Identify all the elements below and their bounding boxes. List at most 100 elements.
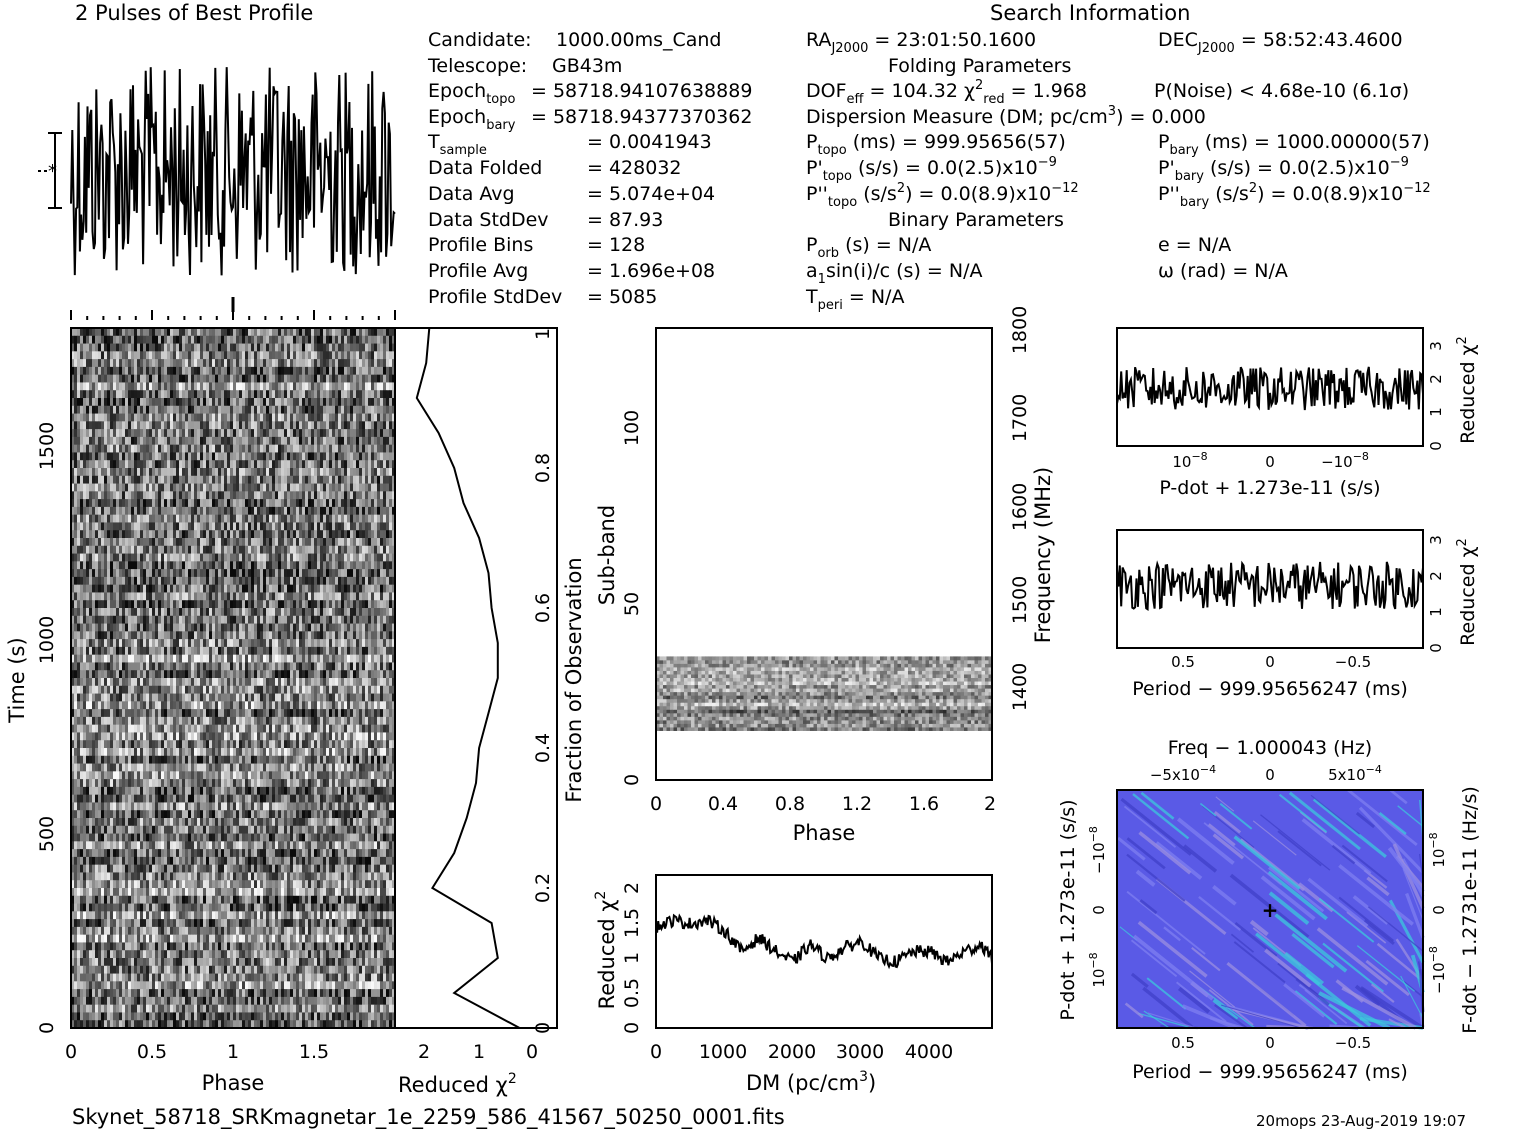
time-phase-cell bbox=[116, 413, 120, 422]
time-phase-cell bbox=[275, 538, 279, 547]
time-phase-cell bbox=[272, 514, 276, 523]
time-phase-cell bbox=[215, 475, 219, 484]
time-phase-cell bbox=[215, 522, 219, 531]
time-phase-cell bbox=[275, 452, 279, 461]
time-phase-cell bbox=[347, 413, 351, 422]
time-phase-cell bbox=[143, 491, 147, 500]
time-phase-cell bbox=[197, 390, 201, 399]
time-phase-cell bbox=[296, 670, 300, 679]
time-phase-cell bbox=[86, 444, 90, 453]
time-phase-cell bbox=[167, 631, 171, 640]
time-phase-cell bbox=[101, 623, 105, 632]
time-phase-cell bbox=[386, 343, 390, 352]
time-phase-cell bbox=[245, 569, 249, 578]
time-phase-cell bbox=[170, 584, 174, 593]
time-phase-cell bbox=[386, 351, 390, 360]
time-phase-cell bbox=[140, 499, 144, 508]
time-phase-cell bbox=[251, 631, 255, 640]
time-phase-cell bbox=[269, 452, 273, 461]
time-phase-cell bbox=[365, 405, 369, 414]
time-phase-cell bbox=[392, 351, 396, 360]
time-phase-cell bbox=[74, 390, 78, 399]
time-phase-cell bbox=[383, 584, 387, 593]
time-phase-cell bbox=[155, 351, 159, 360]
time-phase-cell bbox=[86, 592, 90, 601]
time-phase-cell bbox=[149, 343, 153, 352]
time-phase-cell bbox=[110, 468, 114, 477]
time-phase-cell bbox=[344, 436, 348, 446]
time-phase-cell bbox=[314, 405, 318, 414]
time-phase-cell bbox=[284, 646, 288, 656]
time-phase-cell bbox=[380, 522, 384, 531]
time-phase-cell bbox=[359, 460, 363, 469]
time-phase-cell bbox=[281, 662, 285, 671]
time-phase-cell bbox=[80, 460, 84, 469]
time-phase-cell bbox=[359, 398, 363, 407]
time-phase-cell bbox=[158, 569, 162, 578]
time-phase-cell bbox=[170, 522, 174, 531]
time-phase-cell bbox=[386, 436, 390, 446]
time-phase-cell bbox=[170, 483, 174, 492]
time-phase-cell bbox=[278, 491, 282, 500]
time-phase-cell bbox=[230, 483, 234, 492]
time-phase-cell bbox=[302, 405, 306, 414]
time-phase-cell bbox=[287, 382, 291, 391]
time-phase-cell bbox=[92, 662, 96, 671]
time-phase-cell bbox=[362, 639, 366, 648]
time-phase-cell bbox=[221, 678, 225, 687]
time-phase-cell bbox=[80, 530, 84, 539]
time-phase-cell bbox=[86, 522, 90, 531]
time-phase-cell bbox=[233, 678, 237, 687]
time-phase-cell bbox=[80, 569, 84, 578]
time-phase-cell bbox=[170, 576, 174, 586]
time-phase-cell bbox=[176, 382, 180, 391]
time-phase-cell bbox=[95, 413, 99, 422]
time-phase-cell bbox=[338, 335, 342, 344]
time-phase-cell bbox=[161, 436, 165, 446]
time-phase-cell bbox=[107, 522, 111, 531]
time-phase-cell bbox=[152, 491, 156, 500]
time-phase-cell bbox=[125, 569, 129, 578]
time-phase-cell bbox=[197, 670, 201, 679]
time-phase-cell bbox=[143, 328, 147, 337]
time-phase-cell bbox=[371, 646, 375, 656]
time-phase-cell bbox=[335, 343, 339, 352]
time-phase-cell bbox=[329, 646, 333, 656]
time-phase-cell bbox=[281, 491, 285, 500]
time-phase-cell bbox=[383, 436, 387, 446]
time-phase-cell bbox=[380, 359, 384, 368]
time-phase-cell bbox=[209, 545, 213, 554]
time-phase-cell bbox=[389, 460, 393, 469]
time-phase-cell bbox=[74, 623, 78, 632]
time-phase-cell bbox=[122, 351, 126, 360]
time-phase-cell bbox=[197, 499, 201, 508]
time-phase-cell bbox=[101, 538, 105, 547]
time-phase-cell bbox=[287, 662, 291, 671]
time-phase-cell bbox=[74, 631, 78, 640]
time-phase-cell bbox=[128, 436, 132, 446]
time-phase-cell bbox=[371, 522, 375, 531]
time-phase-cell bbox=[269, 615, 273, 624]
time-phase-cell bbox=[335, 468, 339, 477]
time-phase-cell bbox=[107, 405, 111, 414]
time-phase-cell bbox=[299, 654, 303, 663]
time-phase-cell bbox=[77, 530, 81, 539]
time-phase-cell bbox=[335, 623, 339, 632]
time-phase-cell bbox=[206, 545, 210, 554]
time-phase-cell bbox=[182, 538, 186, 547]
time-phase-cell bbox=[104, 553, 108, 562]
time-phase-cell bbox=[137, 561, 141, 570]
time-phase-cell bbox=[128, 382, 132, 391]
time-phase-cell bbox=[80, 639, 84, 648]
time-phase-cell bbox=[152, 538, 156, 547]
time-phase-cell bbox=[227, 366, 231, 376]
time-phase-cell bbox=[164, 569, 168, 578]
time-phase-cell bbox=[140, 405, 144, 414]
time-phase-cell bbox=[362, 538, 366, 547]
time-phase-cell bbox=[209, 608, 213, 617]
time-phase-cell bbox=[314, 584, 318, 593]
time-phase-cell bbox=[95, 483, 99, 492]
time-phase-cell bbox=[245, 522, 249, 531]
time-phase-cell bbox=[74, 561, 78, 570]
time-phase-cell bbox=[206, 646, 210, 656]
